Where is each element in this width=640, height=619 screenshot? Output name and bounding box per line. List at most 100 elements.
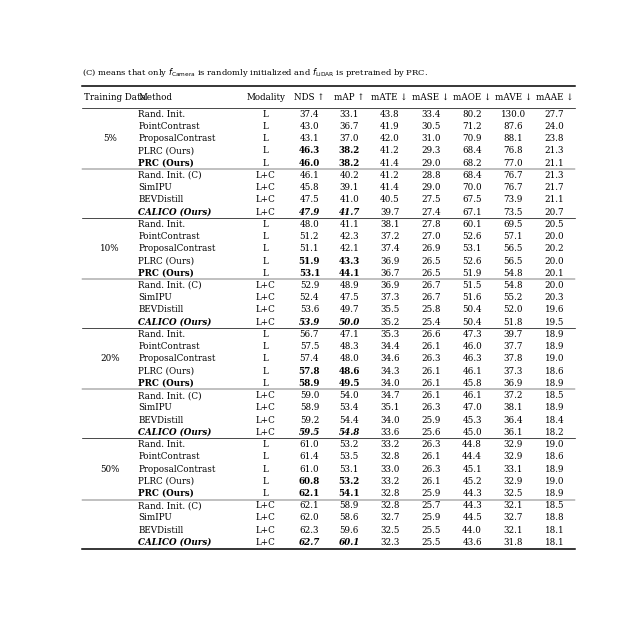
Text: 26.5: 26.5	[421, 256, 441, 266]
Text: 59.5: 59.5	[299, 428, 320, 437]
Text: 19.6: 19.6	[545, 305, 564, 314]
Text: 29.3: 29.3	[421, 147, 441, 155]
Text: 25.9: 25.9	[421, 489, 441, 498]
Text: 59.6: 59.6	[340, 526, 359, 535]
Text: 41.4: 41.4	[380, 158, 400, 168]
Text: 57.8: 57.8	[299, 366, 320, 376]
Text: 50.4: 50.4	[462, 318, 482, 327]
Text: 60.1: 60.1	[339, 538, 360, 547]
Text: mASE ↓: mASE ↓	[412, 93, 449, 102]
Text: 32.3: 32.3	[380, 538, 399, 547]
Text: 41.0: 41.0	[339, 196, 359, 204]
Text: 46.0: 46.0	[462, 342, 482, 351]
Text: PRC (Ours): PRC (Ours)	[138, 158, 195, 168]
Text: 20.0: 20.0	[545, 256, 564, 266]
Text: 27.4: 27.4	[421, 207, 441, 217]
Text: 46.1: 46.1	[300, 171, 319, 180]
Text: 51.9: 51.9	[463, 269, 482, 278]
Text: 34.3: 34.3	[380, 366, 399, 376]
Text: 47.3: 47.3	[462, 330, 482, 339]
Text: 37.4: 37.4	[300, 110, 319, 119]
Text: 27.7: 27.7	[545, 110, 564, 119]
Text: mAAE ↓: mAAE ↓	[536, 93, 573, 102]
Text: mAVE ↓: mAVE ↓	[495, 93, 532, 102]
Text: 20.0: 20.0	[545, 281, 564, 290]
Text: 32.9: 32.9	[504, 440, 523, 449]
Text: 41.2: 41.2	[380, 147, 400, 155]
Text: 32.9: 32.9	[504, 452, 523, 461]
Text: 26.7: 26.7	[421, 293, 441, 302]
Text: PLRC (Ours): PLRC (Ours)	[138, 366, 195, 376]
Text: 36.9: 36.9	[504, 379, 523, 388]
Text: 39.7: 39.7	[380, 207, 399, 217]
Text: 69.5: 69.5	[504, 220, 523, 229]
Text: L: L	[263, 269, 269, 278]
Text: 77.0: 77.0	[504, 158, 523, 168]
Text: 45.2: 45.2	[462, 477, 482, 486]
Text: mAOE ↓: mAOE ↓	[453, 93, 492, 102]
Text: 25.5: 25.5	[421, 526, 441, 535]
Text: L+C: L+C	[256, 305, 276, 314]
Text: 61.0: 61.0	[300, 464, 319, 474]
Text: 33.6: 33.6	[380, 428, 399, 437]
Text: 46.3: 46.3	[299, 147, 320, 155]
Text: 18.5: 18.5	[545, 501, 564, 510]
Text: 33.4: 33.4	[421, 110, 441, 119]
Text: L+C: L+C	[256, 207, 276, 217]
Text: 25.6: 25.6	[421, 428, 441, 437]
Text: 38.2: 38.2	[339, 147, 360, 155]
Text: 25.9: 25.9	[421, 415, 441, 425]
Text: 70.9: 70.9	[462, 134, 482, 143]
Text: 47.5: 47.5	[300, 196, 319, 204]
Text: 53.1: 53.1	[299, 269, 320, 278]
Text: L+C: L+C	[256, 281, 276, 290]
Text: 59.0: 59.0	[300, 391, 319, 400]
Text: 18.6: 18.6	[545, 366, 564, 376]
Text: 34.0: 34.0	[380, 379, 399, 388]
Text: ProposalContrast: ProposalContrast	[138, 355, 216, 363]
Text: L+C: L+C	[256, 391, 276, 400]
Text: 76.8: 76.8	[504, 147, 523, 155]
Text: 56.5: 56.5	[504, 245, 523, 253]
Text: 25.4: 25.4	[421, 318, 441, 327]
Text: 36.9: 36.9	[380, 256, 399, 266]
Text: L+C: L+C	[256, 428, 276, 437]
Text: 32.8: 32.8	[380, 489, 399, 498]
Text: L+C: L+C	[256, 171, 276, 180]
Text: 34.4: 34.4	[380, 342, 400, 351]
Text: 26.1: 26.1	[421, 342, 441, 351]
Text: 59.2: 59.2	[300, 415, 319, 425]
Text: 46.1: 46.1	[462, 391, 482, 400]
Text: 33.0: 33.0	[380, 464, 399, 474]
Text: 71.2: 71.2	[462, 122, 482, 131]
Text: 46.1: 46.1	[462, 366, 482, 376]
Text: 39.7: 39.7	[504, 330, 523, 339]
Text: BEVDistill: BEVDistill	[138, 526, 184, 535]
Text: L: L	[263, 256, 269, 266]
Text: 37.7: 37.7	[504, 342, 523, 351]
Text: 62.7: 62.7	[299, 538, 320, 547]
Text: 20.0: 20.0	[545, 232, 564, 241]
Text: 37.0: 37.0	[340, 134, 359, 143]
Text: 25.8: 25.8	[421, 305, 441, 314]
Text: 76.7: 76.7	[504, 171, 523, 180]
Text: 36.4: 36.4	[504, 415, 523, 425]
Text: 21.3: 21.3	[545, 147, 564, 155]
Text: 19.0: 19.0	[545, 477, 564, 486]
Text: 30.5: 30.5	[421, 122, 441, 131]
Text: 43.0: 43.0	[300, 122, 319, 131]
Text: 38.1: 38.1	[380, 220, 399, 229]
Text: 57.4: 57.4	[300, 355, 319, 363]
Text: 58.9: 58.9	[300, 404, 319, 412]
Text: 52.6: 52.6	[462, 256, 482, 266]
Text: 40.5: 40.5	[380, 196, 399, 204]
Text: 20.7: 20.7	[545, 207, 564, 217]
Text: 42.0: 42.0	[380, 134, 400, 143]
Text: Modality: Modality	[246, 93, 285, 102]
Text: 26.3: 26.3	[421, 464, 441, 474]
Text: L: L	[263, 366, 269, 376]
Text: 21.1: 21.1	[545, 196, 564, 204]
Text: Rand. Init. (C): Rand. Init. (C)	[138, 171, 202, 180]
Text: 50.4: 50.4	[462, 305, 482, 314]
Text: 27.5: 27.5	[421, 196, 441, 204]
